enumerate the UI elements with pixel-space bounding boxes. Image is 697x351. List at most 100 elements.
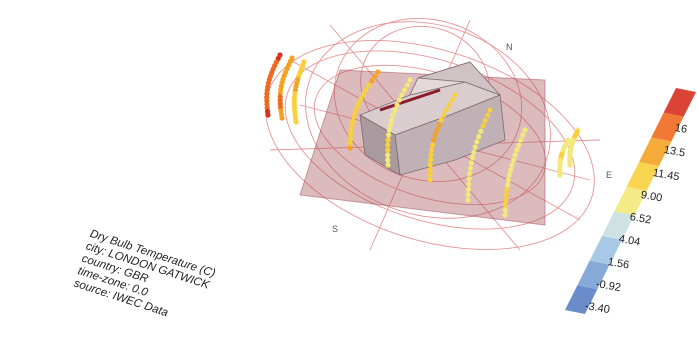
legend-color-band (614, 186, 647, 216)
compass-north-label: N (506, 42, 513, 52)
sun-hour-point (389, 117, 395, 123)
sun-hour-point (472, 144, 478, 150)
sun-hour-point (502, 202, 509, 208)
sun-hour-point (427, 177, 433, 183)
sun-hour-point (503, 197, 509, 203)
sun-hour-point (505, 182, 511, 188)
sun-hour-point (466, 176, 472, 182)
sun-hour-point (467, 165, 473, 171)
sun-hour-point (429, 147, 435, 153)
sun-hour-point (354, 105, 360, 111)
sun-hour-point (430, 142, 436, 148)
sun-hour-point (404, 82, 410, 88)
sun-hour-point (510, 157, 517, 163)
sun-hour-point (427, 162, 433, 168)
sun-hour-point (478, 128, 484, 134)
sun-hour-point (502, 207, 508, 213)
sun-hour-point (471, 149, 477, 155)
sun-hour-point (392, 107, 398, 113)
sun-hour-point (449, 97, 455, 103)
sun-hour-point (358, 96, 364, 102)
sun-hour-point (514, 147, 520, 153)
sun-hour-point (396, 97, 402, 103)
sun-hour-point (438, 117, 444, 123)
sun-hour-point (352, 109, 358, 115)
sun-hour-point (385, 137, 391, 143)
sun-hour-point (443, 107, 449, 113)
sun-hour-point (520, 132, 526, 138)
sun-hour-point (348, 132, 354, 138)
sun-hour-point (434, 127, 440, 133)
sun-hour-point (522, 127, 528, 133)
sun-hour-point (567, 162, 573, 168)
sun-hour-point (446, 102, 452, 108)
sun-hour-point (427, 157, 434, 163)
sun-hour-point (432, 132, 438, 138)
sun-hour-point (512, 152, 518, 158)
sun-hour-point (347, 136, 353, 142)
sun-hour-point (505, 177, 511, 183)
sun-hour-point (277, 94, 283, 100)
sun-hour-point (436, 122, 442, 128)
sun-hour-point (350, 118, 356, 124)
legend-color-band (565, 285, 598, 314)
sun-hour-point (476, 133, 482, 140)
sun-hour-point (385, 142, 391, 148)
temperature-legend-bar (565, 88, 696, 314)
sun-hour-point (516, 142, 522, 148)
sun-hour-point (348, 127, 354, 133)
sun-hour-point (386, 127, 392, 133)
sun-hour-point (428, 152, 434, 158)
sun-hour-point (366, 82, 372, 88)
sun-hour-point (390, 112, 396, 118)
legend-color-band (639, 137, 672, 166)
sun-hour-point (465, 192, 471, 198)
sun-hour-point (474, 139, 480, 145)
sun-hour-point (467, 170, 473, 177)
sun-hour-point (347, 145, 353, 151)
sun-hour-point (482, 118, 488, 124)
sunpath-arcs (264, 52, 581, 218)
sun-hour-point (356, 100, 362, 106)
sun-hour-point (427, 172, 433, 178)
sun-hour-point (385, 147, 391, 153)
sun-hour-point (469, 155, 475, 161)
sun-hour-point (394, 102, 400, 108)
sun-hour-point (509, 162, 515, 168)
sun-hour-point (279, 115, 285, 121)
sun-hour-point (347, 140, 353, 147)
sun-hour-point (372, 73, 378, 80)
sun-hour-point (351, 114, 357, 120)
sun-hour-point (265, 112, 271, 118)
legend-color-band (589, 236, 622, 265)
sun-hour-point (468, 160, 474, 166)
sun-hour-point (349, 123, 355, 129)
sun-hour-point (293, 119, 299, 125)
sun-hour-point (502, 212, 508, 218)
sun-hour-point (427, 167, 433, 173)
sun-hour-point (385, 152, 391, 158)
legend-color-band (602, 211, 635, 240)
sun-hour-point (466, 181, 472, 187)
sun-hour-point (485, 112, 491, 118)
sun-hour-point (452, 92, 458, 98)
sun-hour-point (431, 137, 437, 143)
legend-tick-label: 16 (673, 122, 689, 136)
sun-hour-point (386, 132, 392, 138)
sun-hour-point (369, 78, 375, 84)
sun-hour-point (480, 123, 486, 129)
sun-hour-point (441, 112, 447, 118)
sun-hour-point (487, 107, 493, 113)
sun-hour-point (407, 77, 413, 83)
sun-hour-point (503, 192, 509, 198)
sun-hour-point (401, 87, 408, 93)
sun-hour-point (557, 172, 563, 178)
legend-color-band (626, 162, 659, 191)
legend-color-band (663, 88, 696, 117)
legend-color-band (651, 112, 684, 142)
sun-hour-point (360, 91, 366, 97)
compass-south-label: S (332, 224, 338, 234)
building-mass (359, 61, 506, 176)
sun-hour-point (363, 87, 369, 93)
